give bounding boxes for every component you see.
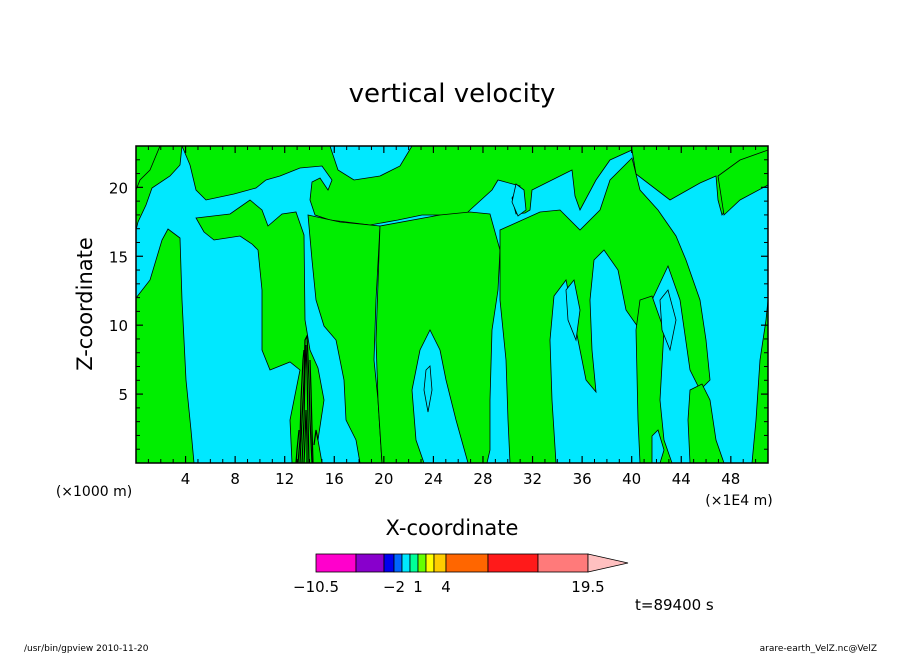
- colorbar-segment: [355, 553, 385, 573]
- positive-region-left-top: [136, 146, 161, 191]
- x-tick-label: 8: [230, 470, 240, 488]
- positive-region-central-column: [195, 199, 325, 463]
- footer-left: /usr/bin/gpview 2010-11-20: [24, 644, 149, 654]
- negative-hole-1: [423, 365, 433, 413]
- x-tick-label: 12: [275, 470, 294, 488]
- colorbar-label: −2: [383, 578, 405, 596]
- positive-region-far-right: [687, 383, 725, 463]
- y-axis-ticks: 5 10 15 20: [109, 159, 768, 450]
- plot-area: [136, 146, 768, 463]
- negative-hole-4: [565, 279, 581, 342]
- x-scale-note: (×1E4 m): [705, 493, 772, 509]
- colorbar-segment: [393, 553, 403, 573]
- colorbar-segment: [409, 553, 419, 573]
- colorbar-segment: [383, 553, 395, 573]
- positive-region-mid-left: [307, 214, 383, 463]
- contour-cluster: [295, 333, 319, 463]
- x-tick-label: 32: [523, 470, 542, 488]
- colorbar-segment: [537, 553, 589, 573]
- chart-title: vertical velocity: [349, 79, 556, 109]
- y-tick-label: 5: [118, 386, 128, 404]
- positive-region-top-right-corner: [717, 149, 768, 216]
- colorbar-arrow: [587, 553, 629, 573]
- time-label: t=89400 s: [635, 596, 714, 614]
- positive-regions: [136, 146, 768, 463]
- x-tick-label: 28: [473, 470, 492, 488]
- colorbar-segment: [487, 553, 539, 573]
- footer-right: arare-earth_VelZ.nc@VelZ: [760, 644, 877, 654]
- colorbar: −10.5 −2 1 4 19.5: [293, 553, 629, 596]
- x-tick-label: 20: [374, 470, 393, 488]
- x-tick-label: 44: [672, 470, 691, 488]
- plot-frame: [135, 145, 769, 464]
- colorbar-segment: [445, 553, 489, 573]
- colorbar-segment: [425, 553, 435, 573]
- negative-hole-2: [511, 183, 527, 217]
- x-tick-label: 36: [573, 470, 592, 488]
- colorbar-segment: [401, 553, 411, 573]
- y-scale-note: (×1000 m): [56, 484, 132, 500]
- x-axis-label: X-coordinate: [386, 516, 519, 540]
- colorbar-label: 1: [413, 578, 423, 596]
- negative-holes: [423, 183, 677, 463]
- y-tick-label: 20: [109, 179, 128, 197]
- x-axis-ticks: 4 8 12 16 20 24 28 32 36 40 44 48: [147, 146, 757, 488]
- colorbar-segment: [315, 553, 357, 573]
- y-tick-label: 15: [109, 248, 128, 266]
- colorbar-segment: [433, 553, 447, 573]
- positive-region-lower-left: [136, 228, 195, 463]
- positive-region-right-edge: [751, 299, 768, 463]
- x-tick-label: 4: [181, 470, 191, 488]
- x-tick-label: 48: [721, 470, 740, 488]
- positive-region-mid: [375, 211, 501, 463]
- x-tick-label: 24: [424, 470, 443, 488]
- colorbar-label: 4: [441, 578, 451, 596]
- colorbar-segment: [417, 553, 427, 573]
- x-tick-label: 16: [325, 470, 344, 488]
- y-tick-label: 10: [109, 317, 128, 335]
- y-axis-label: Z-coordinate: [73, 237, 97, 371]
- colorbar-label: 19.5: [571, 578, 604, 596]
- x-tick-label: 40: [622, 470, 641, 488]
- positive-region-right: [635, 295, 673, 463]
- negative-hole-3: [659, 289, 677, 352]
- negative-hole-5: [651, 429, 665, 463]
- colorbar-label: −10.5: [293, 578, 339, 596]
